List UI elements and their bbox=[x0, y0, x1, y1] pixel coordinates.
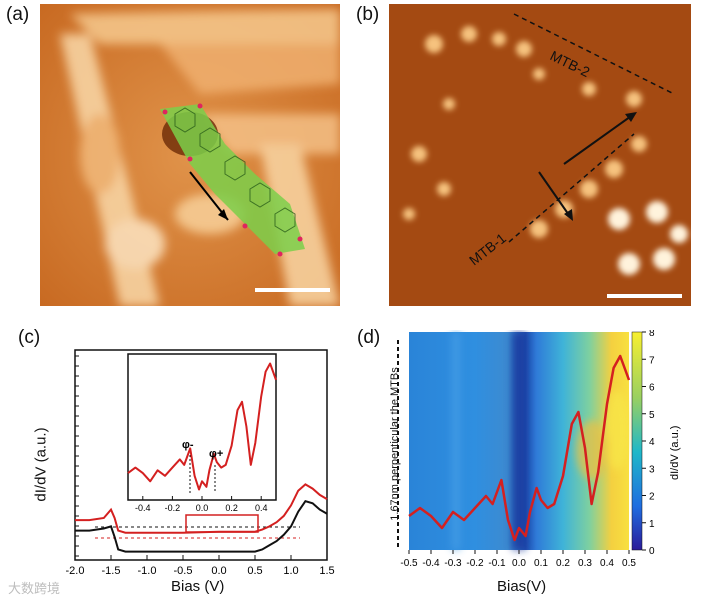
arrow-a-head bbox=[218, 209, 228, 220]
colorbar-tick-label: 4 bbox=[649, 437, 655, 448]
chart-d-xtick-label: 0.2 bbox=[556, 558, 570, 569]
stm-image-a bbox=[40, 4, 340, 306]
chart-c-zoom-box bbox=[185, 514, 259, 533]
chart-d-xtick-label: -0.5 bbox=[400, 558, 418, 569]
chart-c-xtick-label: 1.0 bbox=[283, 565, 298, 577]
chart-d-xtick-label: -0.2 bbox=[466, 558, 484, 569]
inset-phi-plus-label: φ+ bbox=[209, 448, 223, 460]
chart-c-xtick-label: -0.5 bbox=[174, 565, 193, 577]
chart-c-ylabel: dI/dV (a.u.) bbox=[32, 427, 50, 502]
panel-d-label: (d) bbox=[357, 327, 381, 348]
arrow-b2 bbox=[538, 171, 572, 219]
colorbar bbox=[631, 331, 643, 551]
colorbar-tick-label: 1 bbox=[649, 519, 655, 530]
colorbar-tick-label: 7 bbox=[649, 355, 655, 366]
mtb2-dashed-line bbox=[513, 13, 675, 95]
scale-bar-a bbox=[255, 288, 330, 292]
chart-d-xtick-label: 0.1 bbox=[534, 558, 548, 569]
colorbar-label: dI/dV (a.u.) bbox=[669, 426, 681, 480]
inset-frame bbox=[127, 353, 277, 501]
chart-d: 0 1 2 3 4 5 6 7 8 -0.5 -0.4 -0.3 -0.2 -0.1 0.0 0.1 0.2 0… bbox=[397, 330, 681, 569]
chart-c-xtick-label: 0.0 bbox=[211, 565, 226, 577]
molecule-model bbox=[160, 103, 305, 257]
chart-d-xtick-label: -0.4 bbox=[422, 558, 440, 569]
inset-series-0 bbox=[127, 362, 277, 491]
chart-c: -2.0 -1.5 -1.0 -0.5 0.0 0.5 1.0 1.5 -0.4 -0.2 0.0… bbox=[66, 349, 335, 577]
inset-xtick-label: 0.2 bbox=[225, 503, 238, 513]
inset-xtick-label: 0.4 bbox=[255, 503, 268, 513]
panel-a-label: (a) bbox=[6, 4, 30, 25]
colorbar-tick-label: 8 bbox=[649, 330, 655, 339]
inset-xtick-label: -0.2 bbox=[165, 503, 181, 513]
chart-d-xtick-label: 0.4 bbox=[600, 558, 614, 569]
stm-image-b: MTB-2 MTB-1 bbox=[389, 4, 691, 306]
scale-bar-b bbox=[607, 294, 682, 298]
chart-d-overlay-curve bbox=[408, 354, 631, 542]
chart-d-xtick-label: 0.0 bbox=[512, 558, 526, 569]
chart-c-series-0 bbox=[75, 483, 328, 534]
watermark: 大数跨境 bbox=[8, 581, 61, 596]
colorbar-tick-label: 3 bbox=[649, 464, 655, 475]
panel-b-label: (b) bbox=[356, 4, 380, 25]
chart-c-xlabel: Bias (V) bbox=[171, 578, 225, 595]
mtb1-dashed-line bbox=[508, 133, 635, 243]
chart-c-xtick-label: 1.5 bbox=[319, 565, 334, 577]
chart-d-xtick-label: 0.3 bbox=[578, 558, 592, 569]
colorbar-tick-label: 5 bbox=[649, 410, 655, 421]
chart-c-frame bbox=[74, 349, 328, 561]
chart-d-ylabel: 1.67nm perpenticular the MTBs bbox=[389, 367, 401, 521]
panel-c-label: (c) bbox=[18, 327, 41, 348]
colorbar-tick-label: 2 bbox=[649, 492, 655, 503]
inset-xtick-label: -0.4 bbox=[135, 503, 151, 513]
chart-c-xtick-label: 0.5 bbox=[247, 565, 262, 577]
chart-c-xtick-label: -1.5 bbox=[102, 565, 121, 577]
colorbar-tick-label: 0 bbox=[649, 546, 655, 557]
chart-c-xtick-label: -1.0 bbox=[138, 565, 157, 577]
chart-c-series-1 bbox=[75, 500, 328, 553]
chart-d-xtick-label: -0.3 bbox=[444, 558, 462, 569]
colorbar-tick-label: 6 bbox=[649, 383, 655, 394]
arrow-b1 bbox=[563, 113, 635, 165]
chart-d-xlabel: Bias(V) bbox=[497, 578, 547, 595]
chart-d-xtick-label: -0.1 bbox=[488, 558, 506, 569]
inset-phi-minus-label: φ- bbox=[182, 439, 194, 451]
arrow-b1-head bbox=[625, 112, 637, 122]
chart-d-xtick-label: 0.5 bbox=[622, 558, 636, 569]
arrow-b2-head bbox=[564, 209, 573, 221]
heatmap-texture bbox=[452, 332, 629, 550]
inset-xtick-label: 0.0 bbox=[196, 503, 209, 513]
chart-c-xtick-label: -2.0 bbox=[66, 565, 85, 577]
